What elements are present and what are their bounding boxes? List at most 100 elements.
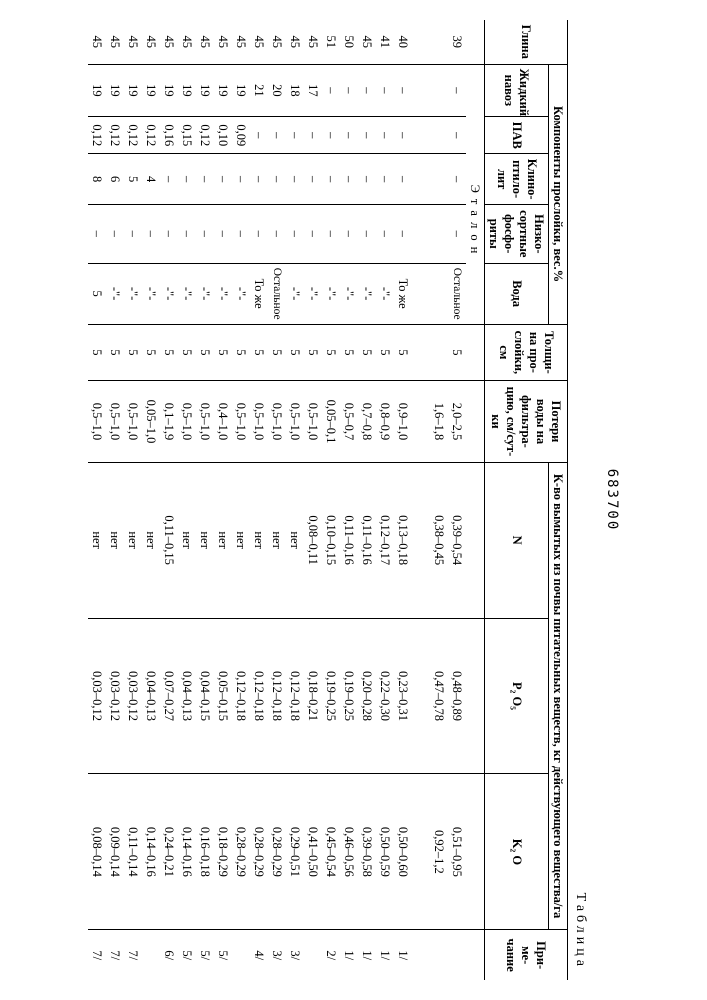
cell-n: нет bbox=[106, 462, 124, 618]
cell-sloy: 5 bbox=[160, 324, 178, 381]
cell-klino: 4 bbox=[142, 154, 160, 205]
cell-fosfo: – bbox=[394, 204, 412, 263]
table-row: 41––––-"-50,8–0,90,12–0,170,22–0,300,50–… bbox=[376, 20, 394, 980]
cell-prim: 1/ bbox=[394, 930, 412, 980]
cell-klino: – bbox=[448, 154, 466, 205]
cell-p2o5: 0,12–0,18 bbox=[286, 618, 304, 774]
cell-k2o: 0,11–0,14 bbox=[124, 774, 142, 930]
cell-pav bbox=[430, 117, 448, 154]
cell-klino: – bbox=[214, 154, 232, 205]
cell-poteri: 2,0–2,5 bbox=[448, 381, 466, 462]
col-prim: При-ме-чание bbox=[484, 930, 567, 980]
cell-klino: – bbox=[160, 154, 178, 205]
cell-poteri: 0,4–1,0 bbox=[214, 381, 232, 462]
cell-n: 0,11–0,15 bbox=[160, 462, 178, 618]
cell-glina: 45 bbox=[286, 20, 304, 64]
cell-klino: 5 bbox=[124, 154, 142, 205]
cell-fosfo: – bbox=[304, 204, 322, 263]
cell-fosfo: – bbox=[250, 204, 268, 263]
cell-p2o5: 0,12–0,18 bbox=[268, 618, 286, 774]
cell-k2o: 0,08–0,14 bbox=[88, 774, 106, 930]
cell-sloy: 5 bbox=[394, 324, 412, 381]
cell-poteri: 0,5–1,0 bbox=[88, 381, 106, 462]
cell-k2o: 0,41–0,50 bbox=[304, 774, 322, 930]
cell-navoz: – bbox=[322, 64, 340, 117]
cell-fosfo: – bbox=[268, 204, 286, 263]
cell-sloy: 5 bbox=[286, 324, 304, 381]
cell-p2o5: 0,12–0,18 bbox=[250, 618, 268, 774]
cell-n: нет bbox=[124, 462, 142, 618]
cell-fosfo: – bbox=[358, 204, 376, 263]
cell-poteri: 0,7–0,8 bbox=[358, 381, 376, 462]
cell-voda: Остальное bbox=[268, 263, 286, 324]
cell-sloy: 5 bbox=[448, 324, 466, 381]
cell-prim: 3/ bbox=[268, 930, 286, 980]
cell-prim bbox=[448, 930, 466, 980]
cell-prim: 1/ bbox=[358, 930, 376, 980]
cell-prim: 6/ bbox=[160, 930, 178, 980]
cell-fosfo: – bbox=[178, 204, 196, 263]
cell-pav: – bbox=[322, 117, 340, 154]
cell-navoz: 19 bbox=[178, 64, 196, 117]
cell-prim: 5/ bbox=[196, 930, 214, 980]
cell-n: нет bbox=[268, 462, 286, 618]
cell-sloy: 5 bbox=[322, 324, 340, 381]
cell-klino: – bbox=[232, 154, 250, 205]
cell-sloy: 5 bbox=[304, 324, 322, 381]
cell-klino: – bbox=[196, 154, 214, 205]
cell-poteri: 0,5–1,0 bbox=[232, 381, 250, 462]
cell-k2o: 0,92–1,2 bbox=[430, 774, 448, 930]
cell-poteri: 0,5–1,0 bbox=[268, 381, 286, 462]
table-row: 1,6–1,80,38–0,450,47–0,780,92–1,2 bbox=[430, 20, 448, 980]
cell-sloy: 5 bbox=[106, 324, 124, 381]
cell-voda: -"- bbox=[322, 263, 340, 324]
cell-fosfo: – bbox=[214, 204, 232, 263]
cell-prim bbox=[232, 930, 250, 980]
col-klino: Клино-птило-лит bbox=[484, 154, 548, 205]
col-glina: Глина bbox=[484, 20, 567, 64]
cell-klino: – bbox=[268, 154, 286, 205]
cell-poteri: 0,1–1,9 bbox=[160, 381, 178, 462]
cell-n: нет bbox=[196, 462, 214, 618]
cell-glina bbox=[430, 20, 448, 64]
cell-poteri: 0,5–1,0 bbox=[106, 381, 124, 462]
table-row: 45190,09––-"-50,5–1,0нет0,12–0,180,28–0,… bbox=[232, 20, 250, 980]
cell-klino: – bbox=[394, 154, 412, 205]
cell-p2o5: 0,04–0,15 bbox=[196, 618, 214, 774]
cell-navoz: 19 bbox=[160, 64, 178, 117]
cell-voda: -"- bbox=[340, 263, 358, 324]
cell-k2o: 0,28–0,29 bbox=[250, 774, 268, 930]
cell-k2o: 0,14–0,16 bbox=[178, 774, 196, 930]
cell-klino: – bbox=[322, 154, 340, 205]
cell-p2o5: 0,12–0,18 bbox=[232, 618, 250, 774]
cell-pav: 0,12 bbox=[124, 117, 142, 154]
group-comp: Компоненты прослойки, вес.% bbox=[548, 64, 567, 324]
cell-p2o5: 0,48–0,89 bbox=[448, 618, 466, 774]
col-p2o5: P₂ O₅ bbox=[484, 618, 548, 774]
cell-voda: -"- bbox=[124, 263, 142, 324]
table-row: 40––––То же50,9–1,00,13–0,180,23–0,310,5… bbox=[394, 20, 412, 980]
cell-pav: – bbox=[286, 117, 304, 154]
cell-fosfo: – bbox=[322, 204, 340, 263]
cell-poteri: 1,6–1,8 bbox=[430, 381, 448, 462]
cell-navoz: – bbox=[340, 64, 358, 117]
cell-n: нет bbox=[250, 462, 268, 618]
cell-k2o: 0,45–0,54 bbox=[322, 774, 340, 930]
cell-poteri: 0,5–1,0 bbox=[304, 381, 322, 462]
cell-k2o: 0,51–0,95 bbox=[448, 774, 466, 930]
cell-glina: 51 bbox=[322, 20, 340, 64]
cell-p2o5: 0,05–0,15 bbox=[214, 618, 232, 774]
cell-p2o5: 0,23–0,31 bbox=[394, 618, 412, 774]
group-wash: К-во вымытых из почвы питательных вещест… bbox=[548, 462, 567, 930]
cell-pav: 0,12 bbox=[88, 117, 106, 154]
cell-prim: 7/ bbox=[124, 930, 142, 980]
cell-k2o: 0,09–0,14 bbox=[106, 774, 124, 930]
cell-voda: 5 bbox=[88, 263, 106, 324]
cell-n: 0,08–0,11 bbox=[304, 462, 322, 618]
table-row: 45190,12––-"-50,5–1,0нет0,04–0,150,16–0,… bbox=[196, 20, 214, 980]
cell-pav: 0,12 bbox=[106, 117, 124, 154]
cell-sloy: 5 bbox=[358, 324, 376, 381]
cell-pav: 0,15 bbox=[178, 117, 196, 154]
cell-sloy: 5 bbox=[214, 324, 232, 381]
cell-glina: 45 bbox=[142, 20, 160, 64]
